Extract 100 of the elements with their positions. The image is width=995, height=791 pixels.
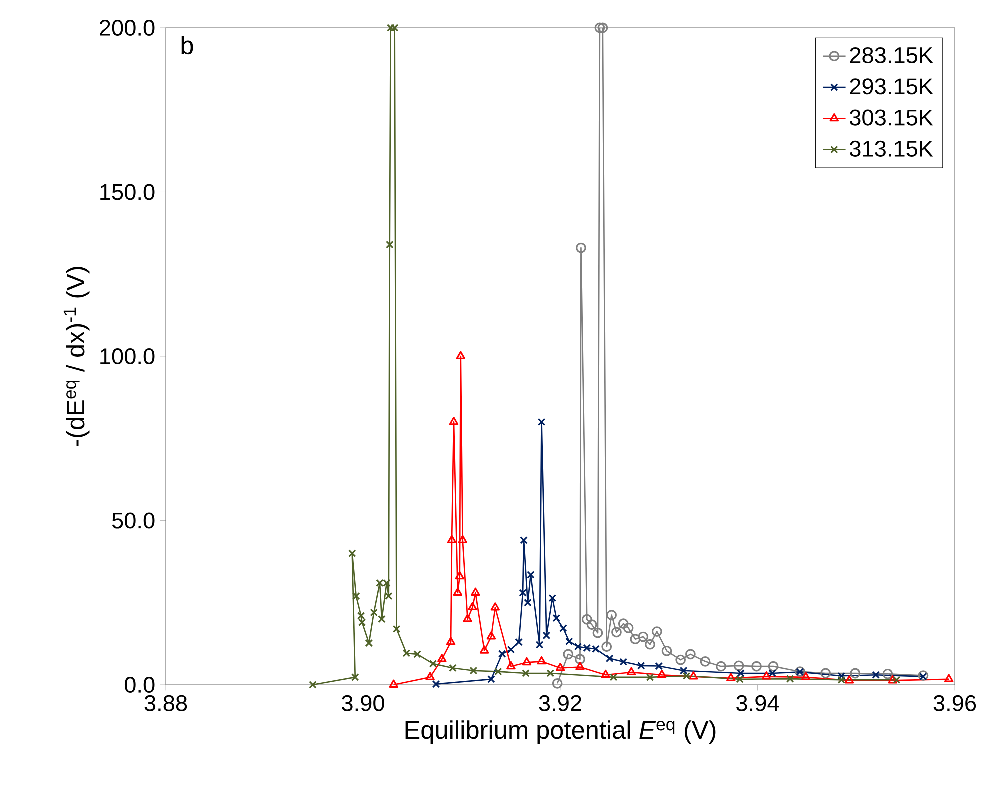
y-tick-label: 0.0	[124, 676, 155, 694]
point	[576, 242, 586, 254]
point	[490, 602, 500, 611]
point	[623, 622, 634, 634]
point	[618, 618, 629, 630]
point	[486, 631, 496, 640]
point	[520, 536, 528, 544]
point	[850, 668, 861, 679]
point	[522, 670, 530, 678]
point	[786, 675, 794, 683]
point	[612, 627, 622, 638]
point	[768, 661, 779, 672]
point	[838, 676, 846, 684]
point	[892, 676, 901, 684]
point	[536, 640, 544, 649]
point	[552, 614, 560, 622]
point	[365, 639, 374, 648]
point	[426, 672, 435, 680]
point	[556, 663, 566, 672]
point	[657, 670, 667, 678]
point	[620, 658, 628, 666]
point	[645, 639, 656, 650]
point	[453, 588, 463, 596]
point	[515, 638, 523, 646]
point	[844, 676, 854, 684]
point	[882, 668, 894, 680]
point	[449, 416, 459, 426]
point	[351, 674, 360, 682]
point	[370, 608, 378, 617]
point	[598, 22, 608, 34]
point	[552, 678, 563, 689]
point	[402, 650, 411, 658]
legend-label: 313.15K	[850, 140, 934, 157]
point	[560, 624, 568, 632]
point	[652, 626, 662, 637]
point	[576, 662, 585, 670]
point	[392, 625, 401, 634]
point	[494, 668, 502, 676]
point	[463, 614, 472, 622]
point	[358, 618, 366, 626]
legend-label: 283.15K	[850, 47, 934, 64]
point	[449, 664, 457, 672]
point	[872, 671, 880, 680]
x-tick-label: 3.94	[736, 695, 780, 712]
point	[680, 666, 688, 675]
point	[630, 634, 641, 645]
point	[888, 676, 898, 684]
point	[944, 674, 954, 682]
point	[446, 637, 456, 646]
point	[537, 656, 546, 665]
point	[414, 650, 422, 658]
point	[447, 535, 457, 544]
point	[601, 670, 610, 678]
point	[378, 615, 386, 624]
x-tick-label: 3.96	[934, 695, 976, 712]
point	[606, 654, 614, 663]
point	[507, 646, 516, 654]
annotation: b	[182, 36, 194, 55]
point	[676, 654, 686, 666]
point	[538, 418, 546, 426]
y-tick-label: 100.0	[100, 348, 155, 365]
point	[386, 240, 394, 249]
point	[352, 592, 360, 600]
point	[470, 666, 478, 675]
point	[546, 670, 555, 678]
point	[542, 632, 551, 640]
point	[432, 680, 440, 688]
point	[586, 620, 598, 630]
point	[458, 535, 468, 544]
y-tick-label: 200.0	[100, 20, 155, 36]
point	[592, 628, 604, 638]
point	[429, 660, 438, 668]
y-tick-label: 50.0	[112, 512, 155, 529]
point	[455, 571, 465, 580]
point	[768, 670, 776, 678]
point	[610, 674, 618, 682]
point	[820, 668, 832, 679]
point	[471, 588, 480, 596]
point	[390, 24, 399, 32]
point	[726, 673, 736, 682]
legend-label: 293.15K	[850, 78, 934, 95]
point	[737, 670, 745, 678]
point	[506, 661, 516, 670]
point	[522, 657, 532, 666]
point	[548, 594, 557, 602]
point	[389, 680, 398, 688]
point	[594, 22, 606, 34]
point	[480, 646, 490, 654]
point	[602, 642, 612, 652]
y-tick-label: 150.0	[100, 184, 155, 200]
point	[734, 660, 744, 672]
point	[575, 654, 586, 665]
point	[527, 571, 535, 579]
legend-label: 303.15K	[850, 110, 934, 126]
x-tick-label: 3.92	[539, 695, 582, 712]
point	[685, 649, 696, 660]
point	[456, 351, 466, 360]
x-axis-title: Equilibrium potential E$^{eq}$ (V)	[406, 720, 716, 744]
point	[638, 632, 649, 642]
point	[736, 675, 744, 684]
